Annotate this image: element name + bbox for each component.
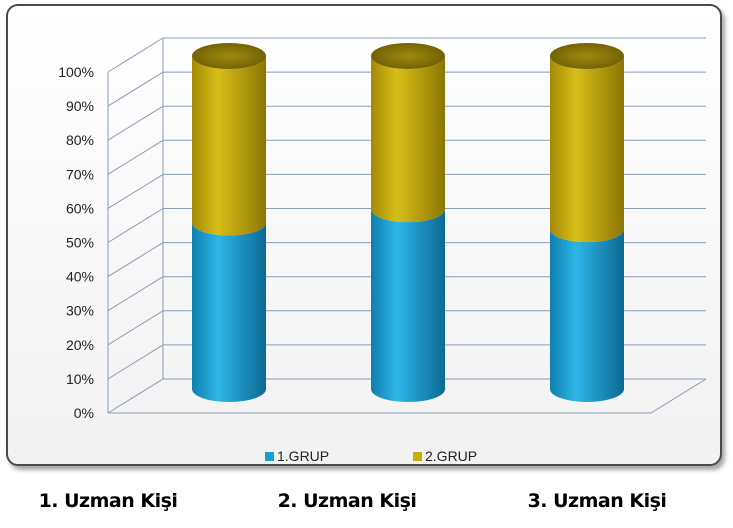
legend-swatch bbox=[413, 452, 422, 461]
bar-top-cap bbox=[550, 43, 624, 69]
bar-segment-2-grup bbox=[371, 56, 445, 223]
category-labels: 1. Uzman Kişi 2. Uzman Kişi 3. Uzman Kişi bbox=[39, 490, 667, 512]
bar-top-cap bbox=[192, 43, 266, 69]
bar-top-cap bbox=[371, 43, 445, 69]
floor-right-edge bbox=[650, 378, 707, 414]
y-tick-label: 100% bbox=[58, 64, 94, 80]
category-label: 1. Uzman Kişi bbox=[39, 490, 178, 512]
gridline-depth bbox=[107, 208, 164, 243]
bar-segment-2-grup bbox=[192, 56, 266, 236]
legend-label: 1.GRUP bbox=[277, 448, 329, 464]
gridline-depth bbox=[107, 378, 164, 414]
gridline-depth bbox=[107, 105, 164, 141]
bar-segment-1-grup bbox=[550, 229, 624, 402]
gridline-depth bbox=[107, 310, 164, 346]
gridline-depth bbox=[107, 71, 164, 107]
y-tick-label: 30% bbox=[66, 303, 94, 319]
y-tick-label: 10% bbox=[66, 371, 94, 387]
cylinder-bar bbox=[371, 43, 445, 402]
y-tick-label: 80% bbox=[66, 132, 94, 148]
y-tick-label: 0% bbox=[74, 405, 94, 421]
bar-segment-2-grup bbox=[550, 56, 624, 243]
y-tick-label: 50% bbox=[66, 235, 94, 251]
gridline-depth bbox=[107, 173, 164, 209]
gridline-depth bbox=[107, 242, 164, 278]
gridline-depth bbox=[107, 276, 164, 312]
legend: 1.GRUP 2.GRUP bbox=[265, 448, 477, 464]
y-tick-label: 60% bbox=[66, 200, 94, 216]
gridline-depth bbox=[107, 139, 164, 175]
cylinder-bar bbox=[192, 43, 266, 402]
bars bbox=[192, 43, 624, 402]
gridline-depth bbox=[107, 37, 164, 73]
bar-segment-1-grup bbox=[192, 222, 266, 402]
legend-swatch bbox=[265, 452, 274, 461]
gridline-depth bbox=[107, 344, 164, 380]
y-tick-label: 20% bbox=[66, 337, 94, 353]
category-label: 3. Uzman Kişi bbox=[528, 490, 667, 512]
y-tick-label: 40% bbox=[66, 269, 94, 285]
y-tick-label: 70% bbox=[66, 166, 94, 182]
cylinder-bar bbox=[550, 43, 624, 402]
y-axis-ticks: 0% 10% 20% 30% 40% 50% 60% 70% 80% 90% 100% bbox=[58, 64, 94, 421]
category-label: 2. Uzman Kişi bbox=[278, 490, 417, 512]
legend-label: 2.GRUP bbox=[425, 448, 477, 464]
y-tick-label: 90% bbox=[66, 98, 94, 114]
bar-segment-1-grup bbox=[371, 209, 445, 402]
